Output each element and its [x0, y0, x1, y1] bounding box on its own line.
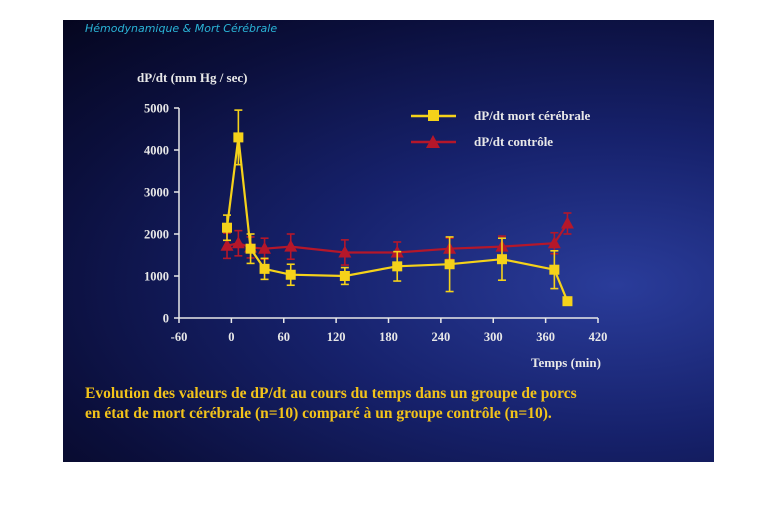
- data-point-control: [231, 236, 245, 249]
- data-point-brain-death: [245, 243, 256, 254]
- y-tick-label: 2000: [144, 228, 169, 242]
- x-axis-label: Temps (min): [531, 355, 601, 370]
- data-point-brain-death: [285, 269, 296, 280]
- y-axis-label: dP/dt (mm Hg / sec): [137, 70, 247, 85]
- y-tick-label: 4000: [144, 144, 169, 158]
- header-title: Hémodynamique & Mort Cérébrale: [85, 22, 278, 35]
- data-point-brain-death: [549, 264, 560, 275]
- x-tick-label: 180: [379, 330, 398, 344]
- data-point-brain-death: [444, 259, 455, 270]
- legend-label-control: dP/dt contrôle: [474, 134, 553, 149]
- x-tick-label: 240: [432, 330, 451, 344]
- caption-line-2: en état de mort cérébrale (n=10) comparé…: [85, 405, 552, 422]
- data-point-brain-death: [339, 271, 350, 281]
- data-point-control: [560, 216, 574, 229]
- data-point-brain-death: [562, 296, 573, 307]
- x-tick-label: 0: [228, 330, 234, 344]
- series-brain-death: [222, 109, 573, 307]
- legend: dP/dt mort cérébrale dP/dt contrôle: [411, 108, 590, 149]
- data-point-control: [338, 245, 352, 258]
- y-tick-label: 0: [163, 312, 169, 326]
- chart: dP/dt (mm Hg / sec) Temps (min) -60 0 60 12…: [137, 70, 607, 370]
- data-point-brain-death: [496, 254, 507, 265]
- legend-marker-brain-death: [428, 110, 439, 121]
- y-tick-label: 3000: [144, 186, 169, 200]
- data-point-control: [258, 241, 272, 254]
- series-layer: [220, 109, 574, 307]
- x-tick-label: -60: [171, 330, 188, 344]
- data-point-control: [284, 239, 298, 252]
- x-tick-label: 300: [484, 330, 503, 344]
- x-tick-label: 60: [278, 330, 291, 344]
- x-tick-label: 120: [327, 330, 346, 344]
- data-point-brain-death: [392, 261, 403, 272]
- slide-background: Hémodynamique & Mort Cérébrale dP/dt (mm…: [63, 20, 714, 462]
- y-tick-label: 1000: [144, 270, 169, 284]
- data-point-control: [220, 238, 234, 251]
- x-tick-label: 420: [589, 330, 608, 344]
- axes: -60 0 60 120 180 240 300 360 4200100020003000400…: [144, 102, 607, 345]
- legend-marker-control: [426, 135, 440, 148]
- data-point-control: [547, 236, 561, 249]
- caption: Evolution des valeurs de dP/dt au cours …: [85, 384, 705, 424]
- legend-label-brain-death: dP/dt mort cérébrale: [474, 108, 590, 123]
- data-point-brain-death: [233, 132, 244, 143]
- y-tick-label: 5000: [144, 102, 169, 116]
- data-point-brain-death: [259, 263, 270, 274]
- data-point-brain-death: [222, 222, 233, 233]
- caption-line-1: Evolution des valeurs de dP/dt au cours …: [85, 385, 577, 402]
- x-tick-label: 360: [536, 330, 555, 344]
